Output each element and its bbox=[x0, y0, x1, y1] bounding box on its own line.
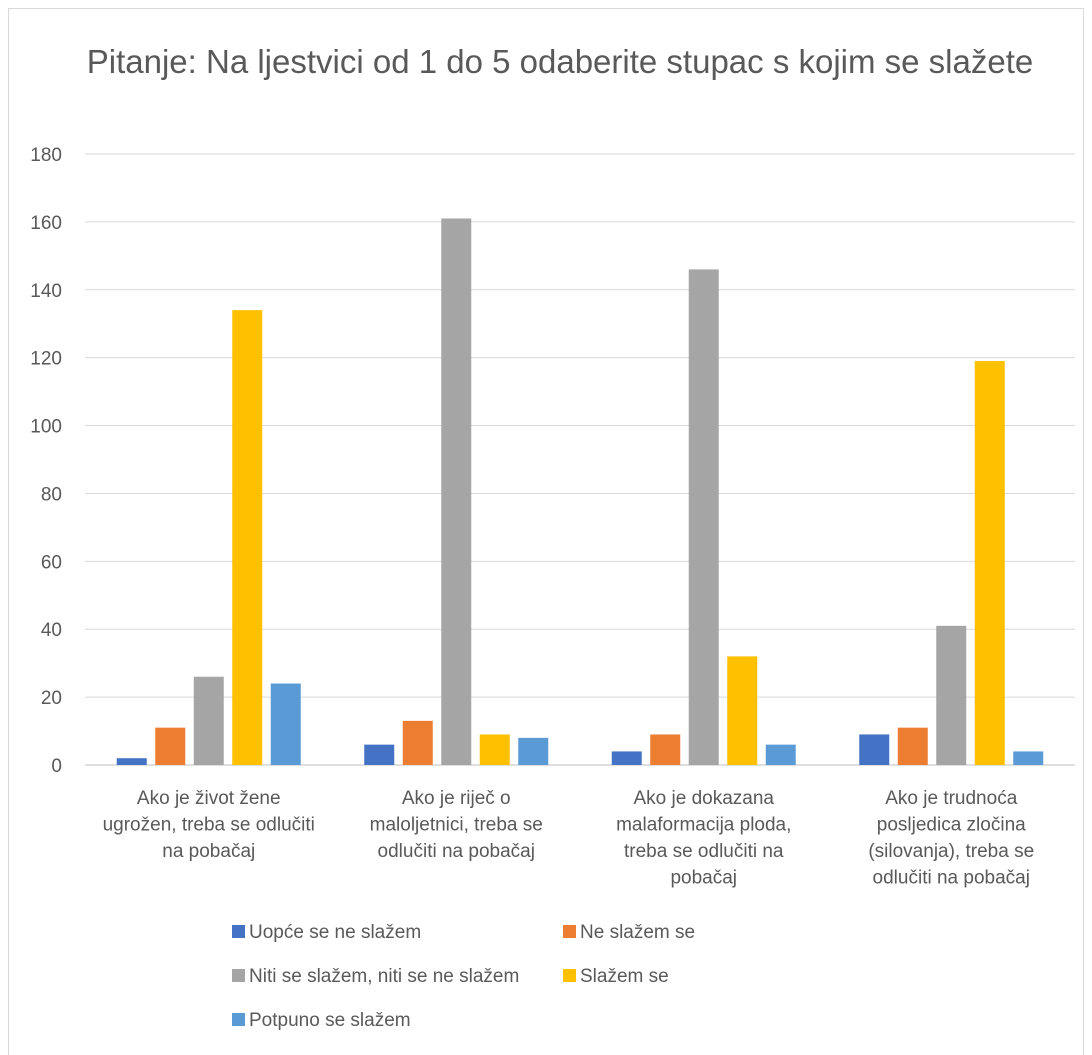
y-tick-label: 140 bbox=[30, 281, 62, 302]
y-tick-label: 100 bbox=[30, 417, 62, 438]
legend-swatch bbox=[232, 969, 245, 982]
bar bbox=[611, 751, 642, 765]
bar bbox=[974, 361, 1005, 765]
legend-swatch bbox=[232, 925, 245, 938]
legend-item: Slažem se bbox=[563, 966, 669, 987]
x-category-label: Ako je riječ o maloljetnici, treba se odlu… bbox=[370, 788, 543, 862]
legend-item: Niti se slažem, niti se ne slažem bbox=[232, 966, 519, 987]
legend-swatch bbox=[563, 925, 576, 938]
bar bbox=[1013, 751, 1044, 765]
bar bbox=[479, 734, 510, 765]
legend: Uopće se ne slažem Ne slažem se Niti se sl… bbox=[232, 922, 695, 1031]
bar bbox=[518, 737, 549, 765]
legend-item: Potpuno se slažem bbox=[232, 1010, 411, 1031]
y-tick-label: 20 bbox=[41, 688, 62, 709]
y-tick-label: 160 bbox=[30, 213, 62, 234]
bar bbox=[232, 310, 263, 765]
x-category-label: Ako je život žene ugrožen, treba se odluč… bbox=[103, 788, 315, 862]
x-category-label: Ako je trudnoća posljedica zločina (silova… bbox=[868, 788, 1034, 889]
y-tick-label: 120 bbox=[30, 349, 62, 370]
bar bbox=[155, 727, 186, 765]
legend-label: Niti se slažem, niti se ne slažem bbox=[249, 966, 519, 987]
bars bbox=[116, 218, 1044, 765]
bar bbox=[859, 734, 890, 765]
legend-item: Uopće se ne slažem bbox=[232, 922, 421, 943]
legend-label: Slažem se bbox=[580, 966, 669, 987]
bar bbox=[765, 744, 796, 765]
y-tick-label: 80 bbox=[41, 484, 62, 505]
y-tick-label: 180 bbox=[30, 145, 62, 166]
bar bbox=[897, 727, 928, 765]
legend-item: Ne slažem se bbox=[563, 922, 695, 943]
legend-label: Ne slažem se bbox=[580, 922, 695, 943]
chart-title: Pitanje: Na ljestvici od 1 do 5 odaberit… bbox=[86, 43, 1034, 80]
legend-label: Potpuno se slažem bbox=[249, 1010, 411, 1031]
x-category-label: Ako je dokazana malaformacija ploda, treba… bbox=[616, 788, 791, 889]
bar bbox=[936, 625, 967, 765]
legend-swatch bbox=[563, 969, 576, 982]
bar bbox=[650, 734, 681, 765]
bar bbox=[402, 720, 433, 765]
bar bbox=[364, 744, 395, 765]
bar bbox=[193, 676, 224, 765]
y-tick-label: 0 bbox=[51, 756, 62, 777]
chart-frame bbox=[8, 8, 1084, 1055]
y-tick-label: 60 bbox=[41, 552, 62, 573]
bar bbox=[688, 269, 719, 765]
y-tick-label: 40 bbox=[41, 620, 62, 641]
y-axis: 0 20 40 60 80 100 120 140 160 180 bbox=[30, 145, 62, 777]
legend-swatch bbox=[232, 1013, 245, 1026]
bar bbox=[727, 656, 758, 765]
bar bbox=[441, 218, 472, 765]
bar bbox=[270, 683, 301, 765]
bar bbox=[116, 758, 147, 765]
x-axis: Ako je život žene ugrožen, treba se odluč… bbox=[103, 788, 1035, 889]
legend-label: Uopće se ne slažem bbox=[249, 922, 421, 943]
